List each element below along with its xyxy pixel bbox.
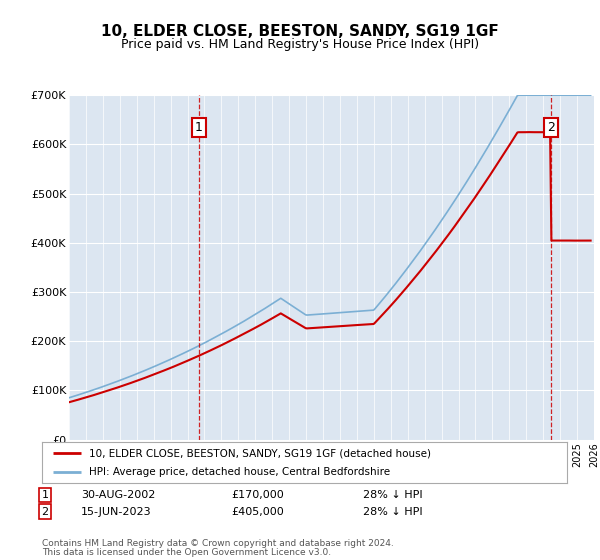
Text: 30-AUG-2002: 30-AUG-2002 [81, 490, 155, 500]
Text: Price paid vs. HM Land Registry's House Price Index (HPI): Price paid vs. HM Land Registry's House … [121, 38, 479, 50]
Text: 28% ↓ HPI: 28% ↓ HPI [363, 507, 422, 517]
Text: £405,000: £405,000 [231, 507, 284, 517]
Text: This data is licensed under the Open Government Licence v3.0.: This data is licensed under the Open Gov… [42, 548, 331, 557]
Text: HPI: Average price, detached house, Central Bedfordshire: HPI: Average price, detached house, Cent… [89, 467, 391, 477]
Text: 2: 2 [41, 507, 49, 517]
Text: 28% ↓ HPI: 28% ↓ HPI [363, 490, 422, 500]
Text: 10, ELDER CLOSE, BEESTON, SANDY, SG19 1GF (detached house): 10, ELDER CLOSE, BEESTON, SANDY, SG19 1G… [89, 449, 431, 458]
Text: £170,000: £170,000 [231, 490, 284, 500]
Text: 15-JUN-2023: 15-JUN-2023 [81, 507, 152, 517]
Text: 1: 1 [195, 121, 203, 134]
Text: 10, ELDER CLOSE, BEESTON, SANDY, SG19 1GF: 10, ELDER CLOSE, BEESTON, SANDY, SG19 1G… [101, 24, 499, 39]
Text: Contains HM Land Registry data © Crown copyright and database right 2024.: Contains HM Land Registry data © Crown c… [42, 539, 394, 548]
Text: 1: 1 [41, 490, 49, 500]
Text: 2: 2 [547, 121, 555, 134]
